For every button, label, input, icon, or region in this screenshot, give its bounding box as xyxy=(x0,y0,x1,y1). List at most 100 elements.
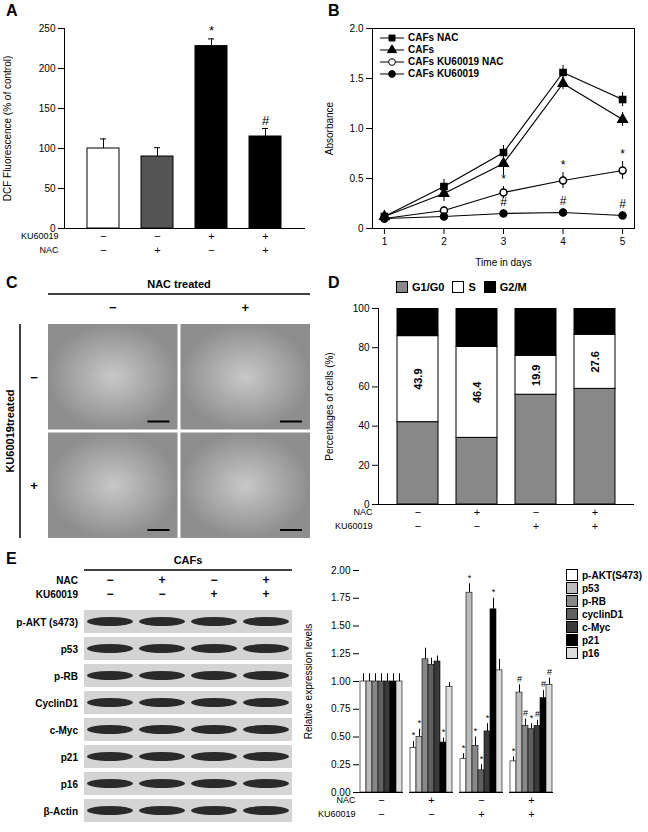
svg-text:CAFs: CAFs xyxy=(174,554,203,566)
svg-text:#: # xyxy=(517,674,522,684)
svg-text:4: 4 xyxy=(560,236,566,247)
svg-text:−: − xyxy=(474,520,480,532)
svg-text:−: − xyxy=(533,506,539,518)
svg-text:+: + xyxy=(262,573,269,587)
svg-text:1.5: 1.5 xyxy=(350,73,364,84)
svg-text:Percentages of cells (%): Percentages of cells (%) xyxy=(324,352,335,460)
svg-text:20: 20 xyxy=(358,460,370,471)
svg-text:*: * xyxy=(492,587,496,597)
svg-text:−: − xyxy=(154,230,160,242)
svg-text:−: − xyxy=(378,794,384,806)
svg-text:KU60019treated: KU60019treated xyxy=(4,389,16,472)
svg-text:+: + xyxy=(528,808,534,820)
svg-text:+: + xyxy=(262,587,269,601)
svg-text:−: − xyxy=(378,808,384,820)
svg-text:+: + xyxy=(241,300,249,315)
svg-text:*: * xyxy=(442,727,446,737)
svg-text:−: − xyxy=(428,808,434,820)
svg-text:#: # xyxy=(619,197,626,211)
svg-text:2: 2 xyxy=(441,236,447,247)
svg-text:0.50: 0.50 xyxy=(331,731,351,742)
svg-text:β-Actin: β-Actin xyxy=(44,806,78,817)
svg-text:150: 150 xyxy=(39,103,56,114)
svg-text:#: # xyxy=(523,708,528,718)
svg-text:2.0: 2.0 xyxy=(350,23,364,34)
svg-text:NAC: NAC xyxy=(56,575,78,586)
svg-text:19.9: 19.9 xyxy=(530,365,542,386)
svg-text:+: + xyxy=(158,573,165,587)
svg-text:1.50: 1.50 xyxy=(331,620,351,631)
svg-text:1.00: 1.00 xyxy=(331,676,351,687)
svg-text:27.6: 27.6 xyxy=(589,351,601,372)
svg-text:43.9: 43.9 xyxy=(412,368,424,389)
svg-text:*: * xyxy=(561,158,566,172)
svg-text:Time in days: Time in days xyxy=(475,257,531,268)
svg-text:100: 100 xyxy=(39,143,56,154)
svg-text:50: 50 xyxy=(44,183,56,194)
svg-text:NAC treated: NAC treated xyxy=(147,278,211,290)
svg-text:Absorbance: Absorbance xyxy=(324,101,335,155)
svg-text:−: − xyxy=(100,244,106,256)
svg-text:5: 5 xyxy=(620,236,626,247)
svg-text:*: * xyxy=(620,147,625,161)
svg-text:p53: p53 xyxy=(61,644,79,655)
svg-text:*: * xyxy=(474,726,478,736)
svg-text:p16: p16 xyxy=(61,779,79,790)
svg-text:#: # xyxy=(500,195,507,209)
svg-text:KU60019: KU60019 xyxy=(318,809,356,819)
svg-text:#: # xyxy=(535,709,540,719)
svg-text:#: # xyxy=(541,679,546,689)
svg-text:KU60019: KU60019 xyxy=(21,231,59,241)
svg-text:*: * xyxy=(530,713,534,723)
svg-text:NAC: NAC xyxy=(353,507,373,517)
svg-text:*: * xyxy=(512,746,516,756)
svg-text:p-RB: p-RB xyxy=(54,671,78,682)
svg-text:KU60019: KU60019 xyxy=(36,589,79,600)
svg-text:*: * xyxy=(412,730,416,740)
svg-text:+: + xyxy=(154,244,160,256)
svg-text:0: 0 xyxy=(358,223,364,234)
svg-text:*: * xyxy=(480,754,484,764)
svg-text:−: − xyxy=(210,573,217,587)
svg-text:p-AKT (s473): p-AKT (s473) xyxy=(16,617,78,628)
svg-text:+: + xyxy=(262,244,268,256)
svg-text:*: * xyxy=(501,172,506,186)
svg-text:+: + xyxy=(592,506,598,518)
svg-text:DCF Fluorescence (% of control: DCF Fluorescence (% of control) xyxy=(2,56,13,202)
svg-text:250: 250 xyxy=(39,23,56,34)
svg-text:−: − xyxy=(100,230,106,242)
svg-text:+: + xyxy=(592,520,598,532)
svg-text:2.00: 2.00 xyxy=(331,565,351,576)
svg-text:CyclinD1: CyclinD1 xyxy=(35,698,78,709)
svg-text:NAC: NAC xyxy=(336,795,356,805)
svg-text:+: + xyxy=(533,520,539,532)
svg-text:+: + xyxy=(428,794,434,806)
svg-text:100: 100 xyxy=(353,303,370,314)
svg-text:0.25: 0.25 xyxy=(331,759,351,770)
svg-text:*: * xyxy=(418,718,422,728)
svg-text:*: * xyxy=(468,573,472,583)
svg-text:*: * xyxy=(462,743,466,753)
svg-text:−: − xyxy=(30,370,38,385)
svg-text:40: 40 xyxy=(358,420,370,431)
svg-text:3: 3 xyxy=(501,236,507,247)
svg-text:+: + xyxy=(262,230,268,242)
svg-text:#: # xyxy=(560,194,567,208)
svg-text:0.5: 0.5 xyxy=(350,173,364,184)
svg-text:c-Myc: c-Myc xyxy=(50,725,79,736)
svg-text:−: − xyxy=(106,587,113,601)
svg-text:46.4: 46.4 xyxy=(471,381,483,403)
svg-text:+: + xyxy=(478,808,484,820)
svg-text:#: # xyxy=(262,113,270,128)
svg-text:Relative expression levels: Relative expression levels xyxy=(303,624,314,740)
svg-text:p21: p21 xyxy=(61,752,79,763)
svg-text:−: − xyxy=(478,794,484,806)
svg-text:−: − xyxy=(106,573,113,587)
svg-text:−: − xyxy=(208,244,214,256)
svg-text:−: − xyxy=(415,506,421,518)
svg-text:NAC: NAC xyxy=(39,245,59,255)
svg-text:1: 1 xyxy=(382,236,388,247)
svg-text:1.75: 1.75 xyxy=(331,592,351,603)
svg-text:80: 80 xyxy=(358,342,370,353)
svg-text:#: # xyxy=(547,667,552,677)
